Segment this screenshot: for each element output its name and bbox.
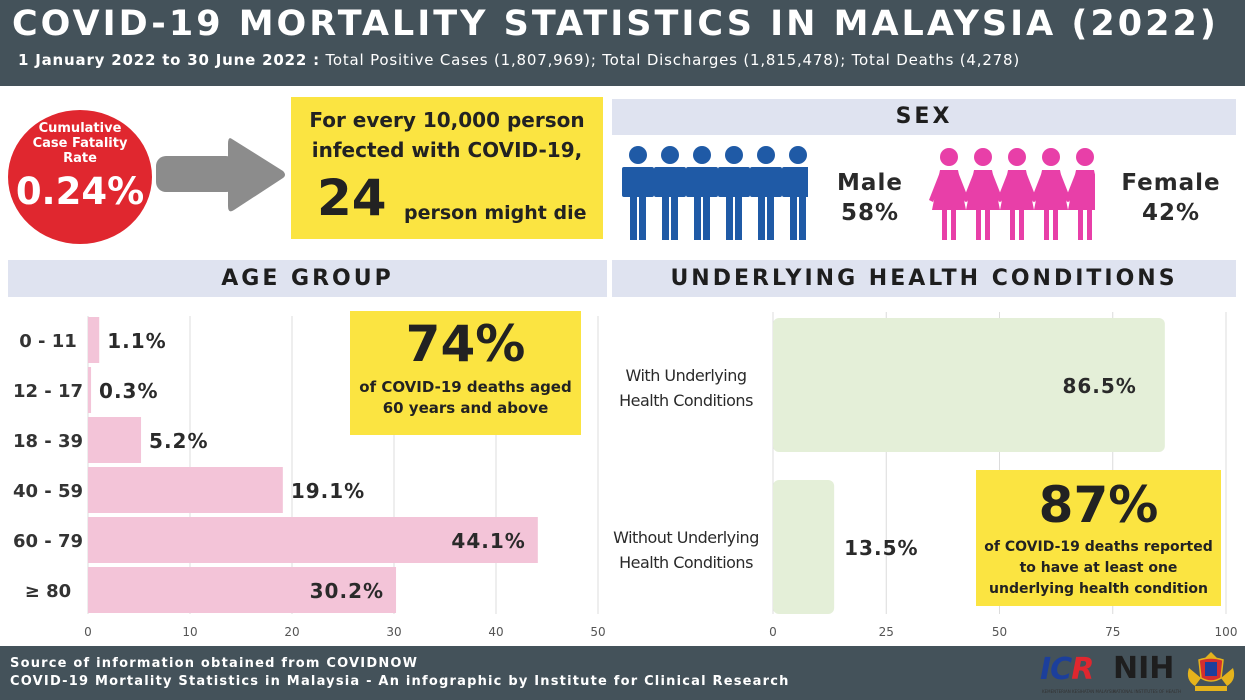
header-subtitle: 1 January 2022 to 30 June 2022 : Total P…: [18, 51, 1020, 69]
female-label: Female: [1121, 170, 1221, 196]
age-group-heading: AGE GROUP: [8, 260, 607, 297]
age-bar: [88, 467, 283, 513]
icr-logo: ICR: [1040, 652, 1094, 687]
age-value-label: 44.1%: [451, 529, 525, 553]
age-highlight-box: 74% of COVID-19 deaths aged 60 years and…: [350, 311, 581, 435]
underlying-highlight-caption: of COVID-19 deaths reported to have at l…: [984, 539, 1213, 597]
summary-text: Total Positive Cases (1,807,969); Total …: [325, 51, 1021, 69]
female-figures: [929, 148, 1095, 240]
age-category-label: 0 - 11: [19, 331, 77, 352]
age-category-label: ≥ 80: [25, 581, 71, 602]
age-category-label: 60 - 79: [13, 531, 83, 552]
nih-logo: NIH: [1113, 651, 1175, 686]
male-value: 58%: [840, 200, 900, 226]
male-figure-icon: [782, 146, 808, 240]
underlying-value-label: 13.5%: [844, 536, 918, 560]
icr-logo-ic: IC: [1040, 652, 1072, 687]
age-category-label: 40 - 59: [13, 481, 83, 502]
female-stat: Female 42%: [1112, 168, 1230, 228]
cfr-value: 0.24%: [15, 170, 145, 213]
male-figure-icon: [718, 146, 750, 240]
malaysia-crest-icon: [1187, 652, 1235, 691]
fatality-tail: person might die: [404, 202, 587, 224]
underlying-bar: [773, 318, 1165, 452]
age-bar: [88, 567, 397, 613]
fatality-per-10000-box: For every 10,000 person infected with CO…: [291, 97, 603, 239]
age-value-label: 0.3%: [99, 379, 158, 403]
age-bar: [88, 417, 142, 463]
header-banner: COVID-19 MORTALITY STATISTICS IN MALAYSI…: [0, 0, 1245, 86]
age-value-label: 30.2%: [310, 579, 384, 603]
age-category-label: 18 - 39: [13, 431, 83, 452]
age-tick-label: 0: [84, 625, 92, 639]
underlying-value-label: 86.5%: [1062, 374, 1136, 398]
underlying-tick-label: 75: [1105, 625, 1120, 639]
underlying-tick-label: 25: [879, 625, 894, 639]
age-value-label: 19.1%: [291, 479, 365, 503]
period-text: 1 January 2022 to 30 June 2022 :: [18, 51, 320, 69]
charts-layer: 0 10 20 30 40 50 0 - 11 1.1% 12 - 17 0.3% 18 - 39 5…: [13, 312, 1238, 639]
nih-logo-caption: NATIONAL INSTITUTES OF HEALTH: [1113, 689, 1182, 694]
age-tick-label: 20: [284, 625, 299, 639]
age-value-label: 5.2%: [149, 429, 208, 453]
age-value-label: 1.1%: [107, 329, 166, 353]
underlying-category-label: With Underlying Health Conditions: [619, 366, 753, 410]
male-figure-icon: [654, 146, 686, 240]
female-figure-icon: [929, 148, 969, 240]
age-highlight-value: 74%: [405, 315, 526, 373]
age-tick-label: 10: [182, 625, 197, 639]
age-bar: [88, 517, 538, 563]
female-value: 42%: [1141, 200, 1201, 226]
footer-credit: COVID-19 Mortality Statistics in Malaysi…: [10, 674, 790, 689]
icr-logo-caption: KEMENTERIAN KESIHATAN MALAYSIA: [1042, 689, 1116, 694]
fatality-statement: For every 10,000 person infected with CO…: [309, 108, 585, 162]
age-highlight-caption: of COVID-19 deaths aged 60 years and abo…: [359, 378, 572, 417]
cfr-circle: Cumulative Case Fatality Rate 0.24%: [8, 110, 152, 244]
footer-bar: Source of information obtained from COVI…: [0, 646, 1245, 700]
underlying-tick-label: 0: [769, 625, 777, 639]
icr-logo-r: R: [1071, 652, 1094, 687]
male-label: Male: [837, 170, 903, 196]
male-stat: Male 58%: [828, 168, 912, 228]
underlying-bar: [773, 480, 835, 614]
sex-heading: SEX: [612, 99, 1236, 135]
underlying-category-label: Without Underlying Health Conditions: [613, 528, 759, 572]
cfr-label: Cumulative Case Fatality Rate: [32, 121, 128, 166]
arrow-right-icon: [156, 138, 285, 212]
age-bar: [88, 367, 92, 413]
male-figures: [622, 146, 808, 240]
footer-source: Source of information obtained from COVI…: [10, 656, 419, 671]
underlying-tick-label: 100: [1215, 625, 1238, 639]
age-category-label: 12 - 17: [13, 381, 83, 402]
female-figure-icon: [1065, 148, 1095, 240]
age-tick-label: 40: [488, 625, 503, 639]
underlying-heading: UNDERLYING HEALTH CONDITIONS: [612, 260, 1236, 297]
page-title: COVID-19 MORTALITY STATISTICS IN MALAYSI…: [12, 4, 1219, 44]
underlying-highlight-box: 87% of COVID-19 deaths reported to have …: [976, 470, 1221, 606]
male-figure-icon: [622, 146, 654, 240]
age-bar: [88, 317, 100, 363]
male-figure-icon: [686, 146, 718, 240]
underlying-highlight-value: 87%: [1038, 476, 1159, 534]
age-tick-label: 30: [386, 625, 401, 639]
age-tick-label: 50: [590, 625, 605, 639]
underlying-tick-label: 50: [992, 625, 1007, 639]
fatality-number: 24: [317, 169, 387, 227]
male-figure-icon: [750, 146, 782, 240]
